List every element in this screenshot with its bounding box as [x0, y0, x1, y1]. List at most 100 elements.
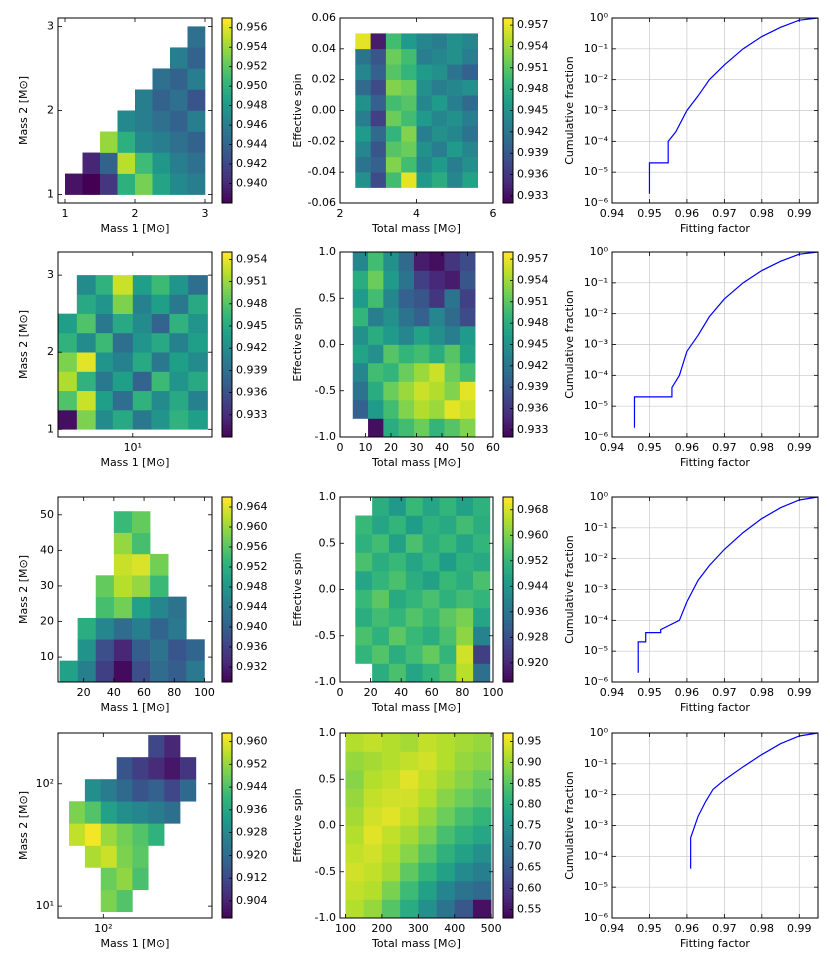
heatmap-cell — [355, 552, 373, 572]
heatmap-cell — [381, 770, 401, 789]
heatmap-cell — [454, 862, 474, 882]
colorbar-tick-label: 0.952 — [236, 757, 268, 770]
colorbar-band — [503, 611, 513, 615]
heatmap-cell — [370, 156, 387, 173]
heatmap-cell — [370, 125, 387, 142]
x-tick-label: 0.97 — [712, 441, 737, 454]
heatmap-cell — [113, 639, 133, 661]
colorbar-band — [222, 757, 232, 762]
colorbar-band — [222, 537, 232, 541]
y-tick-label: 30 — [40, 579, 54, 592]
y-tick-label: 10 — [40, 650, 54, 663]
colorbar-band — [503, 896, 513, 900]
colorbar-band — [503, 620, 513, 624]
colorbar-band — [503, 540, 513, 544]
x-tick-label: 0.97 — [712, 922, 737, 935]
colorbar-band — [503, 24, 513, 28]
heatmap-cell — [472, 881, 492, 900]
colorbar-band — [222, 837, 232, 842]
colorbar-band — [222, 871, 232, 876]
colorbar-band — [503, 184, 513, 188]
heatmap-cell — [401, 33, 417, 50]
colorbar-band — [222, 754, 232, 759]
heatmap-cell — [168, 617, 187, 640]
colorbar-tick-label: 0.920 — [236, 848, 268, 861]
colorbar-band — [503, 834, 513, 839]
x-tick-label: 500 — [481, 922, 502, 935]
heatmap-cell — [418, 862, 437, 882]
colorbar-band — [503, 119, 513, 124]
colorbar-band — [503, 270, 513, 274]
colorbar-band — [503, 847, 513, 851]
colorbar-band — [222, 850, 232, 854]
colorbar-band — [503, 733, 513, 737]
heatmap-cell — [405, 645, 423, 664]
colorbar-band — [222, 98, 232, 102]
colorbar-band — [222, 592, 232, 597]
colorbar-frame — [221, 732, 233, 919]
heatmap-cell — [381, 844, 401, 863]
heatmap-cell — [454, 807, 474, 826]
heatmap-cell — [188, 410, 208, 430]
heatmap-cell — [352, 344, 369, 364]
heatmap-cell — [447, 172, 463, 188]
heatmap-cell — [405, 626, 423, 646]
colorbar-band — [222, 427, 232, 432]
colorbar-band — [503, 555, 513, 560]
colorbar-band — [503, 877, 513, 882]
colorbar-band — [503, 267, 513, 271]
heatmap-cell — [76, 275, 96, 295]
heatmap-cell — [462, 48, 478, 65]
heatmap-cell — [95, 313, 114, 334]
heatmap-cell — [170, 110, 188, 132]
heatmap-cell — [117, 152, 136, 174]
colorbar-band — [222, 363, 232, 367]
colorbar-band — [503, 881, 513, 885]
colorbar-band — [503, 292, 513, 296]
colorbar-band — [222, 669, 232, 674]
heatmap-cell — [398, 363, 415, 382]
heatmap-cell — [76, 332, 96, 353]
colorbar-frame — [221, 251, 233, 438]
colorbar-tick-label: 0.939 — [517, 146, 549, 159]
heatmap-cell — [418, 733, 437, 752]
y-tick-label: 10⁰ — [590, 245, 609, 258]
x-tick-label: 0.97 — [712, 207, 737, 220]
heatmap-cell — [132, 332, 152, 353]
heatmap-cell — [131, 596, 151, 619]
colorbar-band — [222, 162, 232, 167]
heatmap-cell — [401, 156, 417, 173]
y-tick-label: 10⁻⁶ — [584, 911, 609, 924]
heatmap-cell — [132, 390, 152, 411]
heatmap-cell — [76, 390, 96, 411]
colorbar-band — [503, 366, 513, 370]
cumulative-line — [648, 17, 819, 194]
heatmap-cell — [447, 141, 463, 158]
heatmap-cell — [454, 788, 474, 808]
heatmap-cell — [388, 534, 407, 553]
heatmap-cell — [168, 660, 187, 683]
heatmap-cell — [131, 511, 151, 533]
colorbar-band — [503, 187, 513, 192]
y-tick-label: 10⁰ — [590, 490, 609, 503]
colorbar-band — [503, 92, 513, 96]
heatmap-cell — [355, 79, 371, 96]
heatmap-cell — [439, 534, 457, 553]
heatmap-cell — [186, 639, 205, 661]
heatmap-cell — [152, 152, 171, 174]
heatmap-cell — [388, 552, 407, 572]
heatmap-cell — [372, 534, 390, 553]
heatmap-cell — [368, 400, 384, 419]
y-tick-label: 0.0 — [319, 583, 337, 596]
colorbar-band — [503, 175, 513, 179]
heatmap-cell — [400, 770, 419, 789]
heatmap-cell — [398, 307, 415, 327]
heatmap-cell — [372, 645, 390, 664]
y-tick-label: 10⁻¹ — [584, 42, 608, 55]
heatmap-cell — [95, 660, 115, 683]
y-tick-label: 10⁻² — [584, 73, 608, 86]
heatmap-cell — [439, 515, 457, 535]
colorbar-band — [222, 736, 232, 740]
x-tick-label: 2 — [132, 207, 139, 220]
x-tick-label: 40 — [107, 686, 121, 699]
